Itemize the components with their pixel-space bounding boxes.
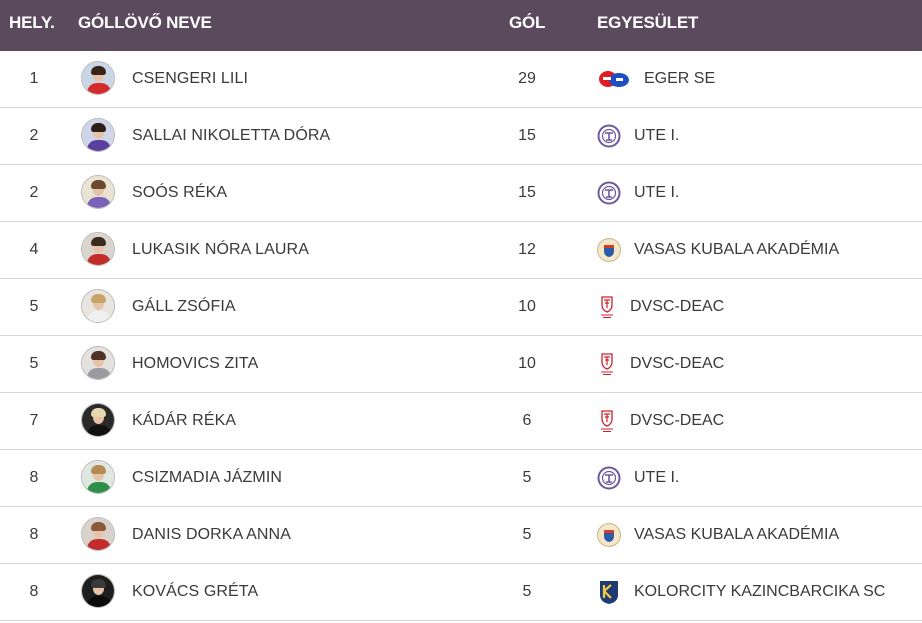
rank-cell: 5	[29, 298, 39, 315]
table-row-5: 5 GÁLL ZSÓFIA 10 DVSC-DEAC	[0, 279, 922, 336]
table-header: HELY. GÓLLÖVŐ NEVE GÓL EGYESÜLET	[0, 0, 922, 51]
player-name[interactable]: GÁLL ZSÓFIA	[132, 298, 236, 315]
club-cell[interactable]: EGER SE	[596, 51, 715, 107]
table-body: 1 CSENGERI LILI 29 EGER SE 2	[0, 51, 922, 621]
player-name[interactable]: KÁDÁR RÉKA	[132, 412, 237, 429]
player-avatar	[81, 574, 115, 608]
player-name[interactable]: DANIS DORKA ANNA	[132, 526, 291, 543]
ute-logo-icon	[596, 465, 622, 491]
table-row-4: 4 LUKASIK NÓRA LAURA 12 VASAS KUBALA AKA…	[0, 222, 922, 279]
header-club: EGYESÜLET	[597, 13, 699, 32]
avatar-cell	[81, 450, 115, 506]
club-name[interactable]: UTE I.	[634, 469, 680, 486]
table-row-6: 5 HOMOVICS ZITA 10 DVSC-DEAC	[0, 336, 922, 393]
club-name[interactable]: KOLORCITY KAZINCBARCIKA SC	[634, 583, 886, 600]
dvsc-logo-icon	[596, 351, 618, 377]
avatar-cell	[81, 507, 115, 563]
table-row-2: 2 SALLAI NIKOLETTA DÓRA 15 UTE I.	[0, 108, 922, 165]
player-name[interactable]: CSIZMADIA JÁZMIN	[132, 469, 283, 486]
player-name[interactable]: SALLAI NIKOLETTA DÓRA	[132, 127, 331, 144]
player-avatar	[81, 118, 115, 152]
goals-cell: 5	[522, 583, 532, 600]
avatar-cell	[81, 165, 115, 221]
avatar-cell	[81, 393, 115, 449]
vasas-logo-icon	[596, 237, 622, 263]
player-name[interactable]: CSENGERI LILI	[132, 70, 249, 87]
vasas-logo-icon	[596, 522, 622, 548]
eger-se-logo-icon	[596, 66, 632, 92]
club-name[interactable]: DVSC-DEAC	[630, 355, 725, 372]
avatar-cell	[81, 222, 115, 278]
table-row-10: 8 KOVÁCS GRÉTA 5 KOLORCITY KAZINCBARCIKA…	[0, 564, 922, 621]
club-cell[interactable]: UTE I.	[596, 450, 679, 506]
dvsc-logo-icon	[596, 408, 618, 434]
goals-cell: 29	[518, 70, 536, 87]
player-avatar	[81, 346, 115, 380]
player-avatar	[81, 232, 115, 266]
ute-logo-icon	[596, 180, 622, 206]
club-name[interactable]: VASAS KUBALA AKADÉMIA	[634, 241, 840, 258]
player-name[interactable]: HOMOVICS ZITA	[132, 355, 259, 372]
kazincbarcika-logo-icon	[596, 579, 622, 605]
goals-cell: 12	[518, 241, 536, 258]
rank-cell: 8	[29, 469, 39, 486]
club-cell[interactable]: UTE I.	[596, 108, 679, 164]
club-name[interactable]: DVSC-DEAC	[630, 412, 725, 429]
avatar-cell	[81, 108, 115, 164]
goals-cell: 10	[518, 355, 536, 372]
player-name[interactable]: LUKASIK NÓRA LAURA	[132, 241, 309, 258]
rank-cell: 7	[29, 412, 39, 429]
ute-logo-icon	[596, 123, 622, 149]
club-cell[interactable]: DVSC-DEAC	[596, 336, 724, 392]
avatar-cell	[81, 51, 115, 107]
header-rank: HELY.	[9, 13, 55, 32]
player-avatar	[81, 289, 115, 323]
table-row-1: 1 CSENGERI LILI 29 EGER SE	[0, 51, 922, 108]
rank-cell: 5	[29, 355, 39, 372]
club-cell[interactable]: VASAS KUBALA AKADÉMIA	[596, 222, 839, 278]
player-avatar	[81, 460, 115, 494]
rank-cell: 1	[29, 70, 39, 87]
header-goals: GÓL	[509, 13, 546, 32]
rank-cell: 2	[29, 127, 39, 144]
goals-cell: 6	[522, 412, 532, 429]
player-avatar	[81, 403, 115, 437]
player-name[interactable]: SOÓS RÉKA	[132, 184, 228, 201]
header-scorer-name: GÓLLÖVŐ NEVE	[78, 13, 212, 32]
club-name[interactable]: EGER SE	[644, 70, 716, 87]
rank-cell: 8	[29, 526, 39, 543]
avatar-cell	[81, 564, 115, 620]
rank-cell: 8	[29, 583, 39, 600]
rank-cell: 4	[29, 241, 39, 258]
club-cell[interactable]: KOLORCITY KAZINCBARCIKA SC	[596, 564, 885, 620]
goals-cell: 5	[522, 526, 532, 543]
avatar-cell	[81, 336, 115, 392]
goals-cell: 15	[518, 184, 536, 201]
player-avatar	[81, 175, 115, 209]
player-avatar	[81, 517, 115, 551]
player-name[interactable]: KOVÁCS GRÉTA	[132, 583, 259, 600]
rank-cell: 2	[29, 184, 39, 201]
club-name[interactable]: UTE I.	[634, 127, 680, 144]
goals-cell: 15	[518, 127, 536, 144]
player-avatar	[81, 61, 115, 95]
table-row-8: 8 CSIZMADIA JÁZMIN 5 UTE I.	[0, 450, 922, 507]
avatar-cell	[81, 279, 115, 335]
club-cell[interactable]: VASAS KUBALA AKADÉMIA	[596, 507, 839, 563]
table-row-9: 8 DANIS DORKA ANNA 5 VASAS KUBALA AKADÉM…	[0, 507, 922, 564]
table-row-3: 2 SOÓS RÉKA 15 UTE I.	[0, 165, 922, 222]
club-cell[interactable]: DVSC-DEAC	[596, 279, 724, 335]
club-cell[interactable]: UTE I.	[596, 165, 679, 221]
club-name[interactable]: DVSC-DEAC	[630, 298, 725, 315]
club-name[interactable]: VASAS KUBALA AKADÉMIA	[634, 526, 840, 543]
table-row-7: 7 KÁDÁR RÉKA 6 DVSC-DEAC	[0, 393, 922, 450]
goals-cell: 10	[518, 298, 536, 315]
club-name[interactable]: UTE I.	[634, 184, 680, 201]
goals-cell: 5	[522, 469, 532, 486]
dvsc-logo-icon	[596, 294, 618, 320]
club-cell[interactable]: DVSC-DEAC	[596, 393, 724, 449]
